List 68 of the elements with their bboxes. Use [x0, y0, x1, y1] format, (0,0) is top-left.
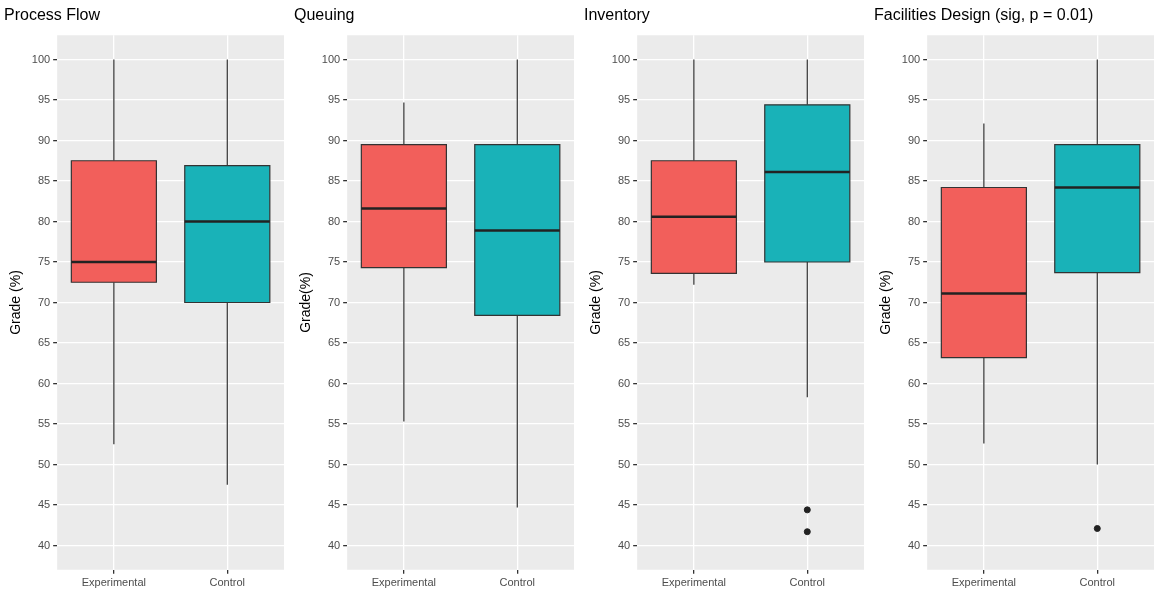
- chart-title: Inventory: [584, 6, 650, 24]
- y-tick-label: 55: [327, 417, 341, 430]
- y-tick-label: 70: [37, 295, 51, 308]
- y-tick-label: 90: [37, 133, 51, 146]
- y-tick-label: 65: [617, 336, 631, 349]
- y-tick-label: 40: [327, 538, 341, 551]
- y-tick-label: 90: [617, 133, 631, 146]
- y-tick-label: 50: [37, 457, 51, 470]
- y-tick-label: 55: [617, 417, 631, 430]
- chart-title: Process Flow: [4, 6, 101, 24]
- x-tick-label: Control: [1079, 576, 1116, 589]
- y-tick-label: 95: [327, 93, 341, 106]
- y-tick-label: 75: [617, 255, 631, 268]
- y-tick-label: 40: [37, 538, 51, 551]
- y-tick-label: 40: [617, 538, 631, 551]
- y-tick-label: 45: [37, 498, 51, 511]
- chart-title: Queuing: [294, 6, 355, 24]
- y-tick-label: 60: [37, 376, 51, 389]
- y-tick-label: 100: [321, 52, 341, 65]
- y-tick-label: 55: [37, 417, 51, 430]
- y-tick-label: 65: [37, 336, 51, 349]
- x-tick-label: Control: [789, 576, 826, 589]
- y-tick-label: 45: [327, 498, 341, 511]
- y-tick-label: 80: [907, 214, 921, 227]
- y-tick-label: 90: [907, 133, 921, 146]
- chart-title: Facilities Design (sig, p = 0.01): [874, 6, 1094, 24]
- x-tick-label: Experimental: [951, 576, 1016, 589]
- y-tick-label: 90: [327, 133, 341, 146]
- y-tick-label: 80: [617, 214, 631, 227]
- y-tick-label: 55: [907, 417, 921, 430]
- y-tick-label: 70: [327, 295, 341, 308]
- y-tick-label: 50: [617, 457, 631, 470]
- y-axis-title: Grade (%): [7, 270, 24, 335]
- y-tick-label: 95: [907, 93, 921, 106]
- x-tick-label: Experimental: [81, 576, 146, 589]
- y-tick-label: 85: [37, 174, 51, 187]
- y-tick-label: 45: [907, 498, 921, 511]
- y-tick-label: 80: [37, 214, 51, 227]
- y-tick-label: 75: [907, 255, 921, 268]
- y-tick-label: 75: [37, 255, 51, 268]
- y-tick-label: 95: [617, 93, 631, 106]
- y-tick-label: 100: [901, 52, 921, 65]
- y-tick-label: 60: [617, 376, 631, 389]
- y-tick-label: 80: [327, 214, 341, 227]
- y-tick-label: 85: [327, 174, 341, 187]
- y-tick-label: 60: [327, 376, 341, 389]
- y-axis-title: Grade (%): [877, 270, 894, 335]
- y-tick-label: 65: [907, 336, 921, 349]
- y-tick-label: 45: [617, 498, 631, 511]
- y-tick-label: 50: [327, 457, 341, 470]
- y-tick-label: 100: [611, 52, 631, 65]
- y-tick-label: 60: [907, 376, 921, 389]
- x-tick-label: Experimental: [371, 576, 436, 589]
- y-tick-label: 50: [907, 457, 921, 470]
- y-tick-label: 65: [327, 336, 341, 349]
- x-tick-label: Experimental: [661, 576, 726, 589]
- y-tick-label: 100: [31, 52, 51, 65]
- y-axis-title: Grade(%): [297, 272, 314, 333]
- y-tick-label: 75: [327, 255, 341, 268]
- y-tick-label: 85: [907, 174, 921, 187]
- y-tick-label: 70: [617, 295, 631, 308]
- y-tick-label: 40: [907, 538, 921, 551]
- x-tick-label: Control: [499, 576, 536, 589]
- x-tick-label: Control: [209, 576, 246, 589]
- y-tick-label: 85: [617, 174, 631, 187]
- y-tick-label: 95: [37, 93, 51, 106]
- y-axis-title: Grade (%): [587, 270, 604, 335]
- y-tick-label: 70: [907, 295, 921, 308]
